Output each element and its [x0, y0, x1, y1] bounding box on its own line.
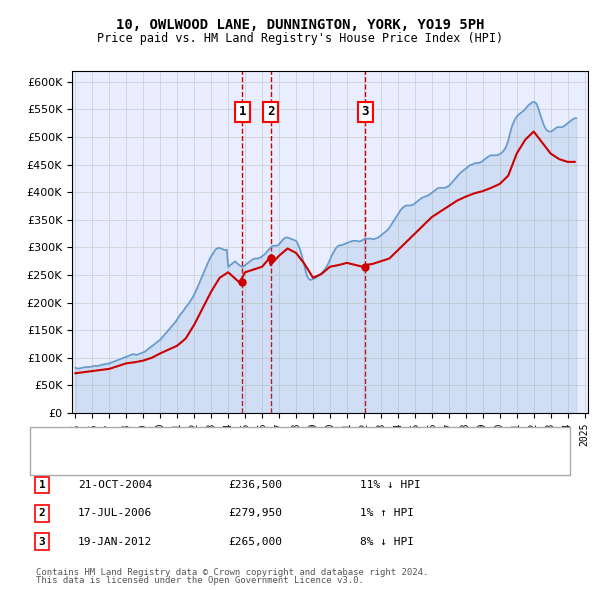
Text: £265,000: £265,000 — [228, 537, 282, 546]
Text: Contains HM Land Registry data © Crown copyright and database right 2024.: Contains HM Land Registry data © Crown c… — [36, 568, 428, 577]
Text: 8% ↓ HPI: 8% ↓ HPI — [360, 537, 414, 546]
Text: ────: ──── — [48, 427, 93, 440]
Text: 19-JAN-2012: 19-JAN-2012 — [78, 537, 152, 546]
Text: Price paid vs. HM Land Registry's House Price Index (HPI): Price paid vs. HM Land Registry's House … — [97, 32, 503, 45]
Text: £279,950: £279,950 — [228, 509, 282, 518]
Text: 3: 3 — [38, 537, 46, 546]
Text: 1: 1 — [239, 106, 246, 119]
Text: 1: 1 — [38, 480, 46, 490]
Text: 10, OWLWOOD LANE, DUNNINGTON, YORK, YO19 5PH: 10, OWLWOOD LANE, DUNNINGTON, YORK, YO19… — [116, 18, 484, 32]
Text: 3: 3 — [362, 106, 369, 119]
Text: 1% ↑ HPI: 1% ↑ HPI — [360, 509, 414, 518]
Text: This data is licensed under the Open Government Licence v3.0.: This data is licensed under the Open Gov… — [36, 576, 364, 585]
Text: £236,500: £236,500 — [228, 480, 282, 490]
Text: 11% ↓ HPI: 11% ↓ HPI — [360, 480, 421, 490]
Text: 2: 2 — [38, 509, 46, 518]
Text: 2: 2 — [267, 106, 274, 119]
Text: 10, OWLWOOD LANE, DUNNINGTON, YORK, YO19 5PH (detached house): 10, OWLWOOD LANE, DUNNINGTON, YORK, YO19… — [81, 429, 462, 438]
Text: 17-JUL-2006: 17-JUL-2006 — [78, 509, 152, 518]
Text: 21-OCT-2004: 21-OCT-2004 — [78, 480, 152, 490]
Text: ────: ──── — [48, 450, 93, 463]
Text: HPI: Average price, detached house, York: HPI: Average price, detached house, York — [81, 451, 331, 461]
